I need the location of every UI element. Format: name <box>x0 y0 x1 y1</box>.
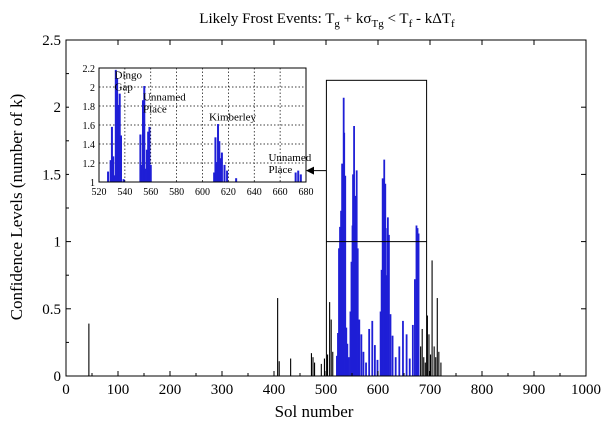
y-tick-label: 0 <box>54 369 62 385</box>
y-tick-label: 1.5 <box>42 167 61 183</box>
x-tick-label: 800 <box>471 382 494 398</box>
inset-y-tick-label: 2 <box>90 83 95 94</box>
highlight-box <box>325 79 428 377</box>
x-tick-label: 700 <box>419 382 442 398</box>
inset-x-tick-label: 540 <box>117 187 132 198</box>
x-tick-label: 200 <box>159 382 182 398</box>
inset-annotation-0: Dingo Gap <box>115 69 143 93</box>
x-tick-label: 1000 <box>571 382 601 398</box>
inset-annotation-3: Unnamed Place <box>268 152 311 176</box>
zoom-region-rect <box>325 79 428 377</box>
inset-annotation-1: Unnamed Place <box>143 91 186 115</box>
x-tick-label: 100 <box>107 382 130 398</box>
inset-annotation-2: Kimberley <box>209 111 257 123</box>
inset-x-tick-label: 680 <box>299 187 314 198</box>
inset-y-tick-label: 2.2 <box>83 64 96 75</box>
x-tick-label: 0 <box>62 382 70 398</box>
x-tick-label: 300 <box>211 382 234 398</box>
inset-x-tick-label: 560 <box>143 187 158 198</box>
x-tick-label: 500 <box>315 382 338 398</box>
chart-title: Likely Frost Events: Tg + kσTg < Tf - kΔ… <box>199 11 455 30</box>
x-tick-label: 400 <box>263 382 286 398</box>
inset-y-tick-label: 1.8 <box>83 102 96 113</box>
inset-x-tick-label: 660 <box>273 187 288 198</box>
inset-x-tick-label: 520 <box>92 187 107 198</box>
y-tick-label: 2.5 <box>42 33 61 49</box>
y-tick-label: 2 <box>54 100 62 116</box>
x-tick-label: 600 <box>367 382 390 398</box>
inset-x-tick-label: 620 <box>221 187 236 198</box>
y-axis-label: Confidence Levels (number of k) <box>7 94 26 321</box>
inset-plot: 520 540 560 580 600 620 640 660 680 1 1.2 1.4 1.6 1.8… <box>69 60 327 204</box>
inset-y-tick-label: 1.2 <box>83 159 96 170</box>
inset-x-tick-label: 600 <box>195 187 210 198</box>
zoom-arrow-head <box>306 166 314 175</box>
inset-x-tick-label: 640 <box>247 187 262 198</box>
y-tick-label: 1 <box>54 235 62 251</box>
inset-y-tick-label: 1 <box>90 178 95 189</box>
inset-y-tick-label: 1.6 <box>83 121 96 132</box>
inset-x-tick-label: 580 <box>169 187 184 198</box>
x-axis-label: Sol number <box>275 402 354 421</box>
x-tick-label: 900 <box>523 382 546 398</box>
inset-frame <box>98 67 307 183</box>
inset-y-tick-label: 1.4 <box>83 140 96 151</box>
main-plot: 0 100 200 300 400 500 600 700 800 900 1000 0 0.5 1 1.5… <box>42 33 601 398</box>
y-tick-label: 0.5 <box>42 302 61 318</box>
chart-title-text: Likely Frost Events: Tg + kσTg < Tf - kΔ… <box>199 11 455 30</box>
